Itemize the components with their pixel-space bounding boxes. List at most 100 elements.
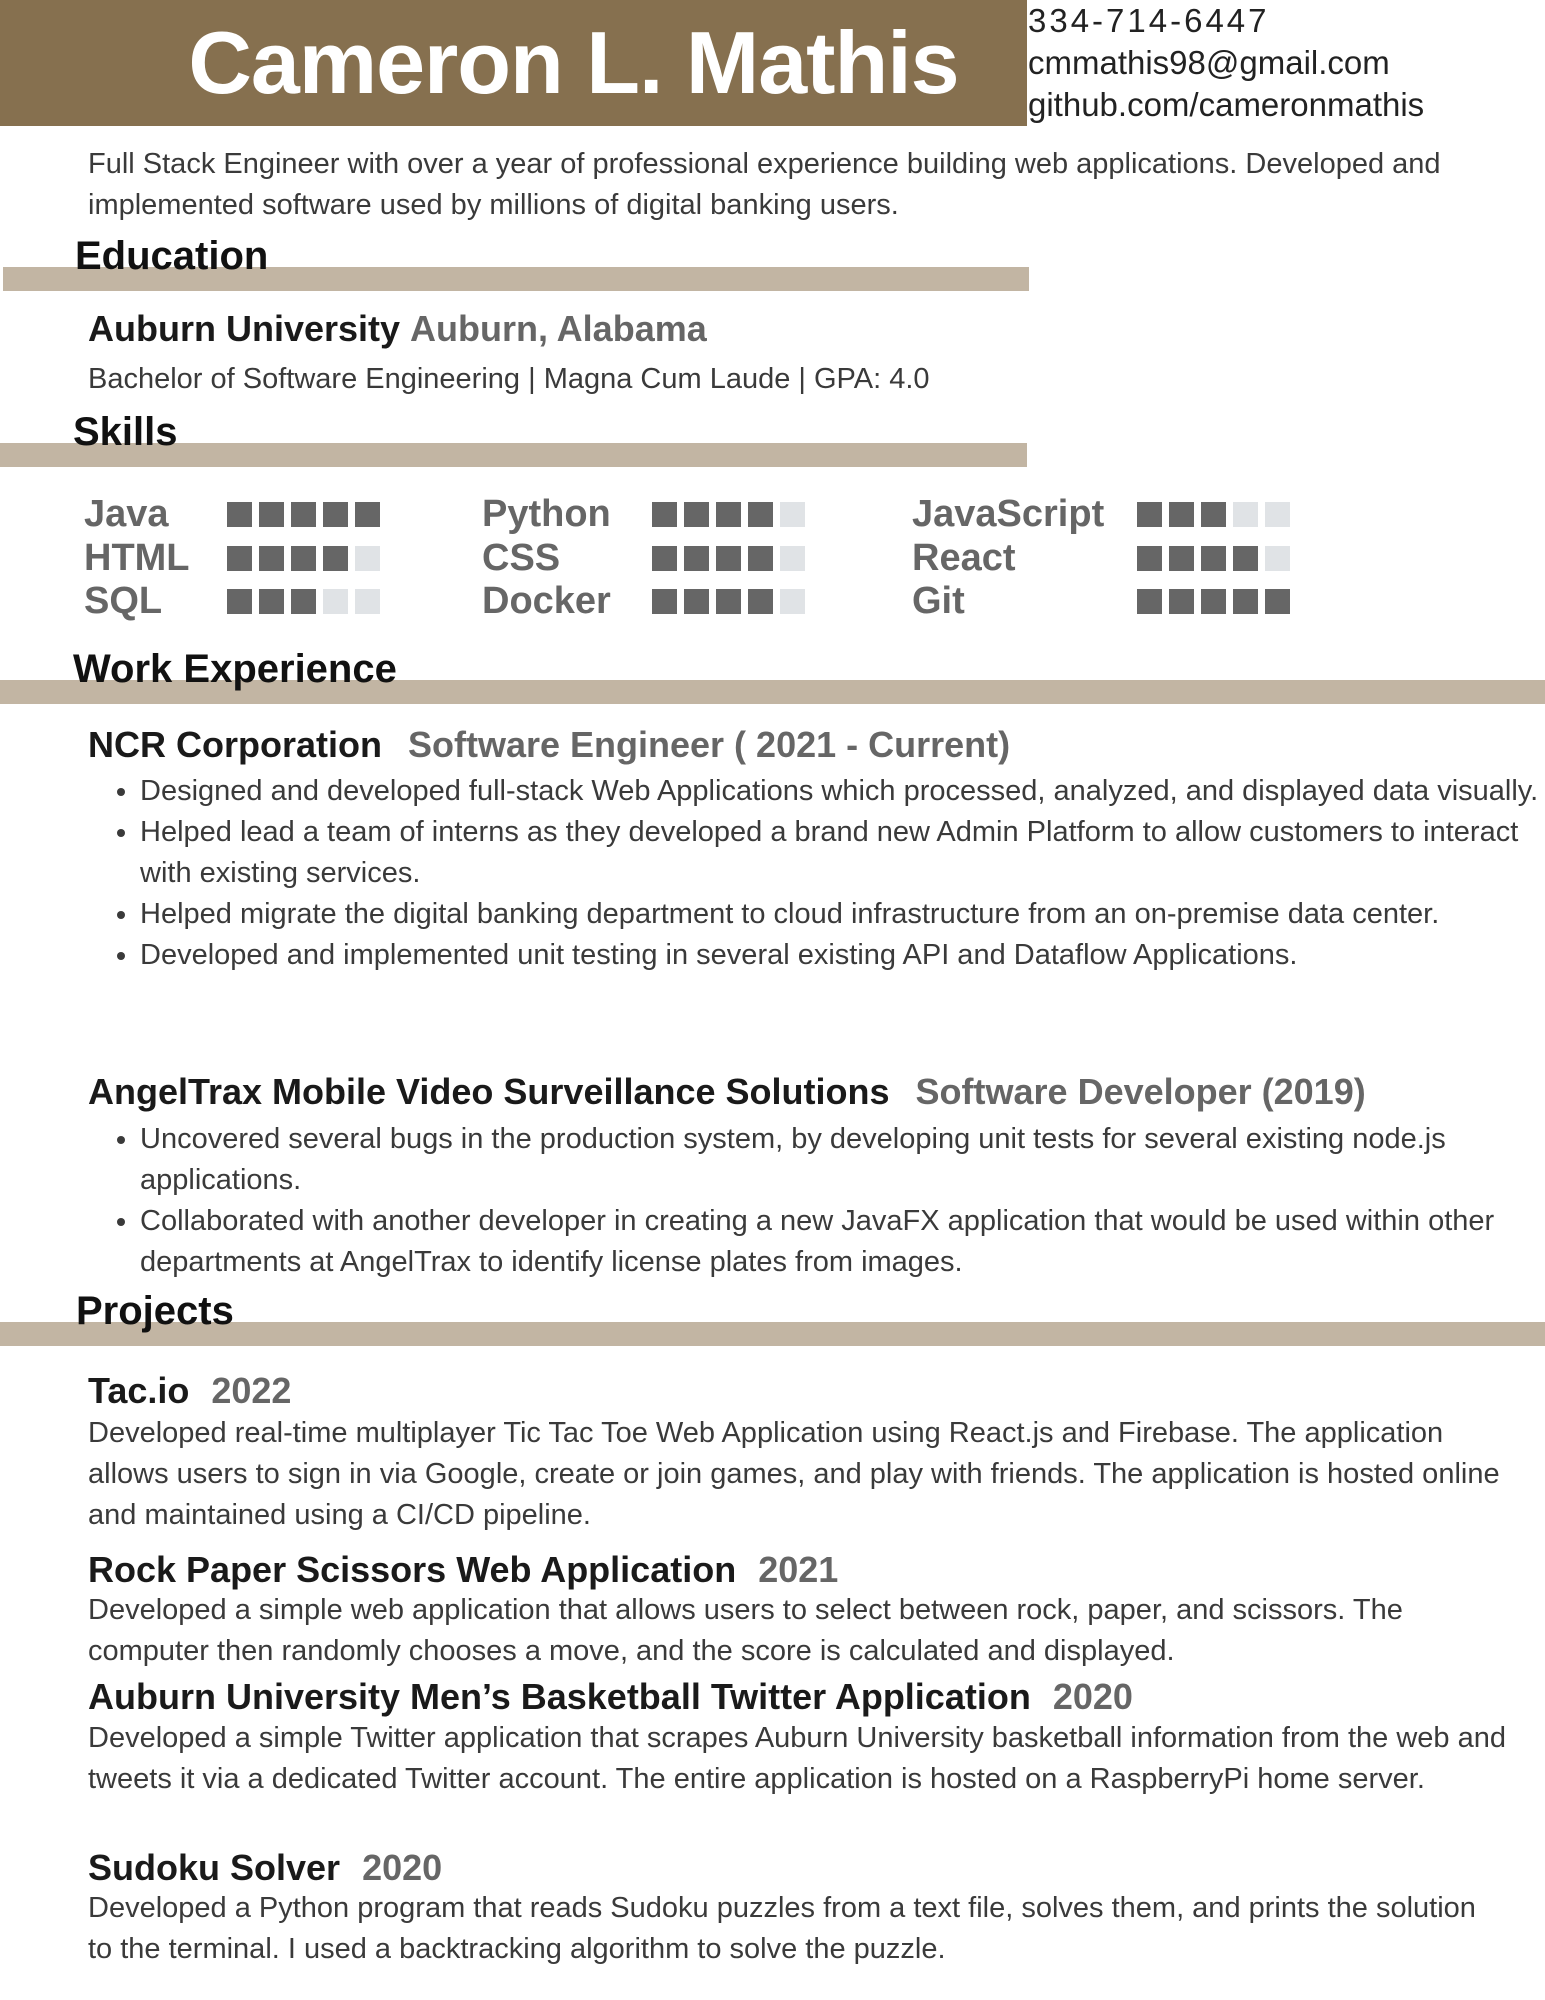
project-title: Rock Paper Scissors Web Application 2021	[88, 1547, 838, 1593]
skill-box-filled	[1265, 589, 1290, 614]
header-band	[0, 0, 1027, 126]
project-description: Developed a simple Twitter application t…	[88, 1722, 1506, 1795]
skill-box-filled	[1201, 546, 1226, 571]
bullet: Helped migrate the digital banking depar…	[140, 894, 1545, 935]
skill-box-filled	[1137, 502, 1162, 527]
skill-box-filled	[291, 546, 316, 571]
skill-name: React	[912, 537, 1016, 579]
skill-box-filled	[716, 546, 741, 571]
project-description: Developed real-time multiplayer Tic Tac …	[88, 1417, 1500, 1531]
skill-box-filled	[716, 589, 741, 614]
skill-box-filled	[1169, 502, 1194, 527]
skill-level	[652, 589, 807, 614]
skill-box-empty	[780, 502, 805, 527]
skill-box-filled	[291, 502, 316, 527]
email: cmmathis98@gmail.com	[1028, 44, 1390, 81]
school-line: Auburn University Auburn, Alabama	[88, 306, 707, 352]
section-bar	[0, 680, 1545, 704]
skill-box-filled	[652, 546, 677, 571]
skill-box-filled	[1137, 546, 1162, 571]
skill-box-filled	[1233, 546, 1258, 571]
skill-box-filled	[684, 502, 709, 527]
skill-level	[652, 546, 807, 571]
section-bar	[0, 1322, 1545, 1346]
skill-name: CSS	[482, 537, 561, 579]
skill-name: SQL	[84, 580, 163, 622]
skill-box-filled	[1169, 546, 1194, 571]
skill-name: HTML	[84, 537, 190, 579]
skill-name: Git	[912, 580, 965, 622]
skill-name: Docker	[482, 580, 611, 622]
bullet: Uncovered several bugs in the production…	[140, 1119, 1545, 1201]
bullet: Developed and implemented unit testing i…	[140, 935, 1545, 976]
skill-box-filled	[1137, 589, 1162, 614]
section-heading: Education	[75, 234, 269, 278]
skill-box-empty	[323, 589, 348, 614]
project-description: Developed a simple web application that …	[88, 1594, 1403, 1667]
skill-box-filled	[748, 546, 773, 571]
skill-box-filled	[652, 589, 677, 614]
phone: 334-714-6447	[1028, 2, 1270, 39]
company: NCR Corporation	[88, 724, 382, 765]
skill-level	[1137, 502, 1292, 527]
school: Auburn University	[88, 308, 401, 349]
skill-level	[1137, 546, 1292, 571]
skill-name: JavaScript	[912, 493, 1105, 535]
skill-box-filled	[227, 546, 252, 571]
skill-box-empty	[355, 589, 380, 614]
skill-box-filled	[748, 502, 773, 527]
skill-box-filled	[1233, 589, 1258, 614]
title: Sudoku Solver	[88, 1847, 341, 1888]
bullets: Uncovered several bugs in the production…	[88, 1119, 1545, 1283]
title: Tac.io	[88, 1370, 190, 1411]
bullets: Designed and developed full-stack Web Ap…	[88, 771, 1545, 976]
summary: Full Stack Engineer with over a year of …	[88, 148, 1441, 221]
skill-level	[1137, 589, 1292, 614]
skill-name: Python	[482, 493, 611, 535]
skill-box-empty	[780, 589, 805, 614]
bullet: Designed and developed full-stack Web Ap…	[140, 771, 1545, 812]
section-bar	[3, 267, 1029, 291]
skill-box-empty	[1233, 502, 1258, 527]
skill-name: Java	[84, 493, 169, 535]
section-heading: Skills	[73, 410, 178, 454]
role: Software Engineer ( 2021 - Current)	[407, 724, 1011, 765]
skill-box-filled	[684, 589, 709, 614]
skill-box-filled	[227, 589, 252, 614]
title: Rock Paper Scissors Web Application	[88, 1549, 737, 1590]
job-title: NCR Corporation Software Engineer ( 2021 …	[88, 722, 1010, 768]
skill-box-filled	[259, 546, 284, 571]
skill-box-filled	[1201, 502, 1226, 527]
role: Software Developer (2019)	[915, 1071, 1366, 1112]
skill-box-filled	[684, 546, 709, 571]
skill-box-empty	[355, 546, 380, 571]
title: Auburn University Men’s Basketball Twitt…	[88, 1676, 1031, 1717]
skill-box-filled	[323, 502, 348, 527]
skill-box-filled	[716, 502, 741, 527]
skill-box-filled	[291, 589, 316, 614]
skill-box-filled	[355, 502, 380, 527]
skill-level	[652, 502, 807, 527]
skill-box-empty	[1265, 502, 1290, 527]
skill-box-filled	[1169, 589, 1194, 614]
project-title: Sudoku Solver 2020	[88, 1845, 442, 1891]
skill-box-filled	[259, 589, 284, 614]
project-description: Developed a Python program that reads Su…	[88, 1892, 1476, 1965]
section-bar	[0, 443, 1027, 467]
year: 2021	[758, 1549, 839, 1590]
job-title: AngelTrax Mobile Video Surveillance Solu…	[88, 1069, 1366, 1115]
project-title: Tac.io 2022	[88, 1368, 291, 1414]
skill-box-filled	[259, 502, 284, 527]
company: AngelTrax Mobile Video Surveillance Solu…	[88, 1071, 890, 1112]
location: Auburn, Alabama	[410, 308, 707, 349]
skill-level	[227, 589, 382, 614]
name: Cameron L. Mathis	[188, 13, 959, 112]
skill-box-filled	[227, 502, 252, 527]
bullet: Collaborated with another developer in c…	[140, 1201, 1545, 1283]
year: 2020	[362, 1847, 443, 1888]
project-title: Auburn University Men’s Basketball Twitt…	[88, 1674, 1133, 1720]
bullet: Helped lead a team of interns as they de…	[140, 812, 1545, 894]
skill-box-empty	[1265, 546, 1290, 571]
github: github.com/cameronmathis	[1028, 86, 1425, 123]
